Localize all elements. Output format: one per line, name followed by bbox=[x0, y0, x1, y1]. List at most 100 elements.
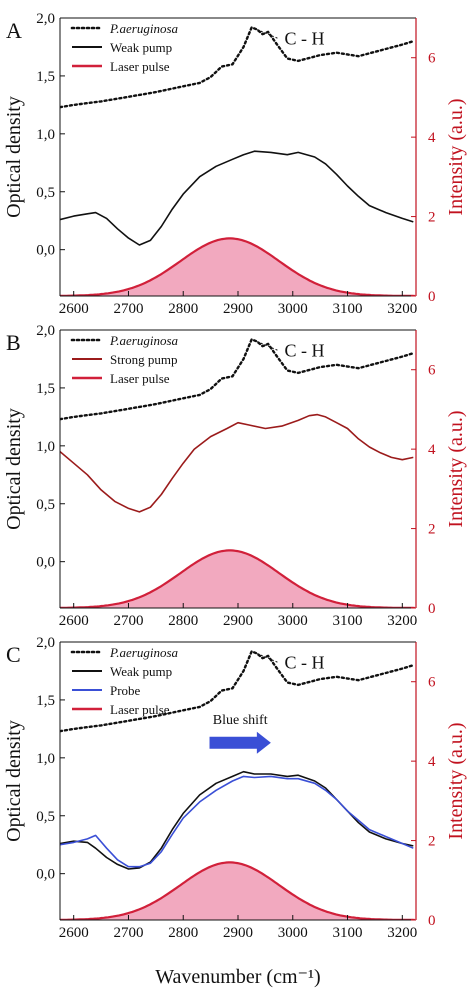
laser-pulse-fill bbox=[60, 862, 416, 920]
y-tick-label: 1,5 bbox=[36, 69, 55, 85]
legend-entry: P.aeruginosa bbox=[70, 21, 179, 36]
laser-pulse-line bbox=[60, 549, 415, 608]
legend-label: Laser pulse bbox=[110, 59, 170, 74]
x-tick-label: 3000 bbox=[278, 925, 308, 941]
series-p-aeruginosa bbox=[60, 650, 415, 733]
x-tick-label: 2900 bbox=[223, 925, 253, 941]
legend-entry: Weak pump bbox=[72, 664, 172, 679]
x-tick-label: 3000 bbox=[278, 301, 308, 317]
x-tick-label: 3200 bbox=[387, 613, 417, 629]
x-tick-label: 2900 bbox=[223, 613, 253, 629]
series-p-aeruginosa bbox=[60, 26, 415, 109]
y2-tick-label: 6 bbox=[428, 363, 436, 379]
x-tick-label: 2600 bbox=[59, 301, 89, 317]
x-tick-label: 3200 bbox=[387, 301, 417, 317]
panel-c: 2600 2700 2800 2900 3000 3100 3200 2,0 1,5 1,0 0,5… bbox=[3, 635, 467, 941]
y-tick-label: 2,0 bbox=[36, 635, 55, 651]
legend-label: Probe bbox=[110, 683, 141, 698]
legend-label: Weak pump bbox=[110, 40, 172, 55]
legend-entry: Probe bbox=[72, 683, 141, 698]
legend-label: Laser pulse bbox=[110, 371, 170, 386]
plot-area bbox=[60, 650, 416, 920]
panel-label: B bbox=[6, 330, 21, 355]
blue-shift-label: Blue shift bbox=[213, 713, 268, 728]
y2-tick-label: 0 bbox=[428, 913, 436, 929]
y-tick-label: 0,5 bbox=[36, 497, 55, 513]
panel-label: A bbox=[6, 18, 22, 43]
series-p-aeruginosa bbox=[60, 338, 415, 421]
y2-axis-label: Intensity (a.u.) bbox=[445, 98, 467, 215]
legend-entry: P.aeruginosa bbox=[70, 645, 179, 660]
panel-b: 2600 2700 2800 2900 3000 3100 3200 2,0 1,5 1,0 0,5… bbox=[3, 323, 467, 629]
y-tick-label: 0,0 bbox=[36, 243, 55, 259]
legend-entry: Weak pump bbox=[72, 40, 172, 55]
y-tick-label: 0,0 bbox=[36, 555, 55, 571]
y2-tick-label: 4 bbox=[428, 442, 436, 458]
x-tick-label: 3100 bbox=[333, 301, 363, 317]
plot-area bbox=[60, 26, 416, 296]
legend-entry: Strong pump bbox=[72, 352, 178, 367]
y2-axis-label: Intensity (a.u.) bbox=[445, 410, 467, 527]
series-strong-pump bbox=[60, 413, 414, 513]
y-tick-label: 1,0 bbox=[36, 751, 55, 767]
legend-label: P.aeruginosa bbox=[109, 21, 179, 36]
x-tick-label: 2600 bbox=[59, 613, 89, 629]
laser-pulse-fill bbox=[60, 550, 416, 608]
y-tick-label: 0,5 bbox=[36, 809, 55, 825]
y2-tick-label: 6 bbox=[428, 675, 436, 691]
y-tick-label: 1,0 bbox=[36, 127, 55, 143]
legend-label: Strong pump bbox=[110, 352, 178, 367]
y-axis-label: Optical density bbox=[3, 408, 25, 530]
y2-tick-label: 2 bbox=[428, 834, 436, 850]
series-probe bbox=[60, 775, 414, 868]
x-tick-label: 2800 bbox=[168, 301, 198, 317]
y-tick-label: 2,0 bbox=[36, 323, 55, 339]
x-tick-label: 3100 bbox=[333, 925, 363, 941]
laser-pulse-fill bbox=[60, 238, 416, 296]
ch-annotation: C - H bbox=[285, 341, 325, 361]
ch-annotation: C - H bbox=[285, 653, 325, 673]
x-tick-label: 2700 bbox=[113, 301, 143, 317]
y-tick-label: 0,5 bbox=[36, 185, 55, 201]
panel-a: 2600 2700 2800 2900 3000 3100 3200 2,0 1,5 1,0 0,5… bbox=[3, 11, 467, 317]
x-tick-label: 3100 bbox=[333, 613, 363, 629]
panel-label: C bbox=[6, 642, 21, 667]
blue-shift-arrow bbox=[209, 731, 271, 754]
y-tick-label: 1,5 bbox=[36, 381, 55, 397]
legend: P.aeruginosa Weak pump Probe Laser pulse bbox=[70, 645, 179, 717]
laser-pulse-line bbox=[60, 861, 415, 920]
x-tick-label: 2800 bbox=[168, 613, 198, 629]
x-tick-label: 2600 bbox=[59, 925, 89, 941]
legend-label: P.aeruginosa bbox=[109, 645, 179, 660]
y-tick-label: 0,0 bbox=[36, 867, 55, 883]
ch-annotation: C - H bbox=[285, 29, 325, 49]
legend-entry: Laser pulse bbox=[72, 371, 170, 386]
y-axis-label: Optical density bbox=[3, 720, 25, 842]
y-tick-label: 2,0 bbox=[36, 11, 55, 27]
y-tick-label: 1,5 bbox=[36, 693, 55, 709]
legend: P.aeruginosa Strong pump Laser pulse bbox=[70, 333, 179, 386]
plot-area bbox=[60, 338, 416, 608]
y2-tick-label: 4 bbox=[428, 754, 436, 770]
x-tick-label: 2800 bbox=[168, 925, 198, 941]
y-tick-label: 1,0 bbox=[36, 439, 55, 455]
y2-tick-label: 2 bbox=[428, 210, 436, 226]
x-tick-label: 3000 bbox=[278, 613, 308, 629]
x-tick-label: 2700 bbox=[113, 613, 143, 629]
legend-label: Weak pump bbox=[110, 664, 172, 679]
laser-pulse-line bbox=[60, 237, 415, 296]
x-tick-label: 2900 bbox=[223, 301, 253, 317]
legend-label: Laser pulse bbox=[110, 702, 170, 717]
legend-entry: P.aeruginosa bbox=[70, 333, 179, 348]
x-axis-label: Wavenumber (cm⁻¹) bbox=[155, 966, 320, 988]
legend-label: P.aeruginosa bbox=[109, 333, 179, 348]
legend-entry: Laser pulse bbox=[72, 702, 170, 717]
legend-entry: Laser pulse bbox=[72, 59, 170, 74]
y-axis-label: Optical density bbox=[3, 96, 25, 218]
y2-tick-label: 6 bbox=[428, 51, 436, 67]
y2-axis-label: Intensity (a.u.) bbox=[445, 722, 467, 839]
y2-tick-label: 0 bbox=[428, 601, 436, 617]
x-tick-label: 3200 bbox=[387, 925, 417, 941]
x-tick-label: 2700 bbox=[113, 925, 143, 941]
